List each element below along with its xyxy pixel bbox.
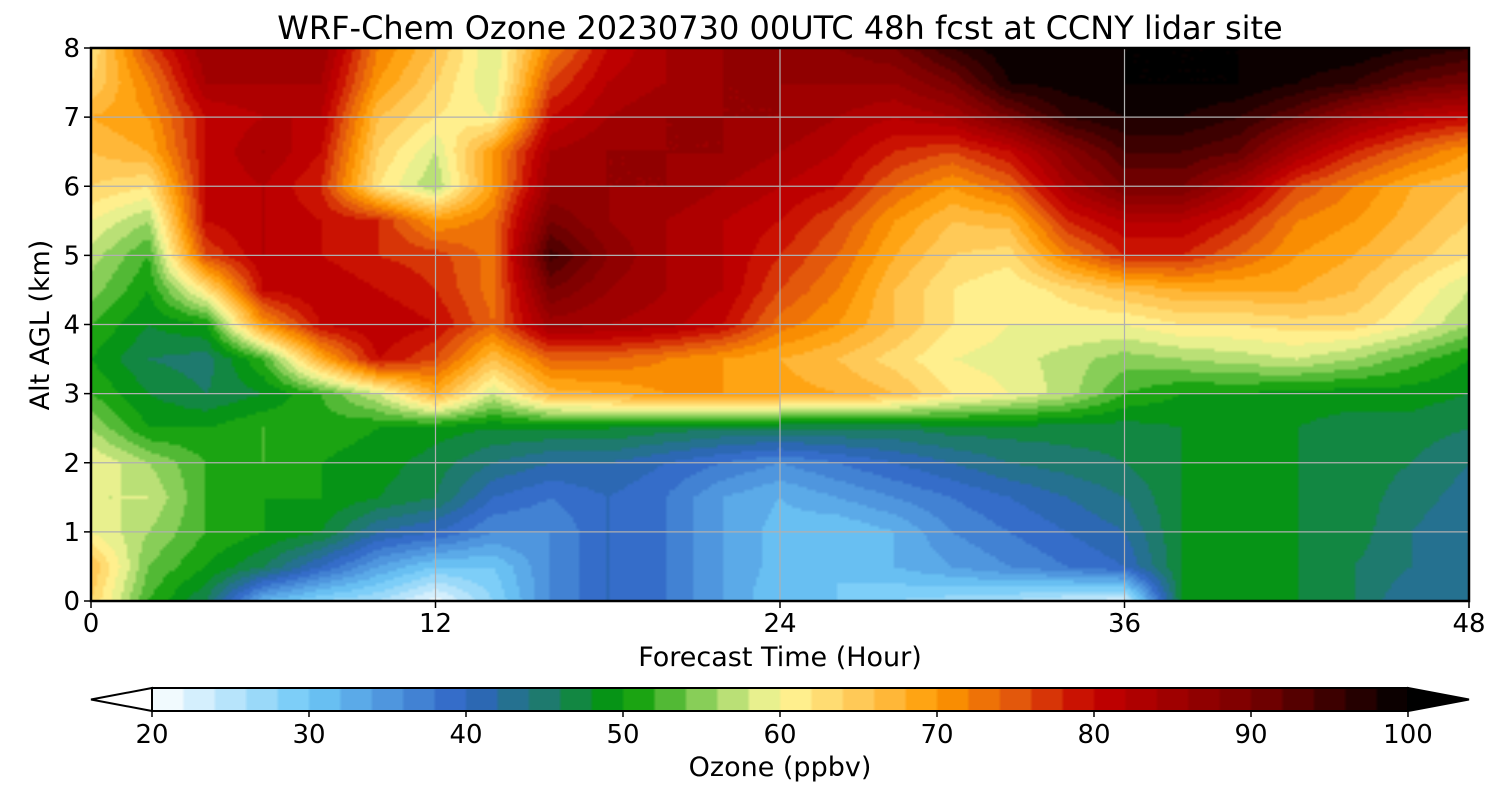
y-axis: 0 1 2 3 4 5 6 7 8 (63, 34, 91, 617)
colorbar-tick-label: 50 (606, 720, 639, 750)
y-tick-label: 8 (63, 34, 80, 64)
colorbar-label: Ozone (ppbv) (689, 752, 872, 783)
colorbar-low-extension (90, 686, 153, 713)
colorbar-gradient (152, 688, 1408, 711)
x-tick-label: 12 (419, 609, 452, 639)
x-tick-label: 0 (83, 609, 100, 639)
y-tick-label: 7 (63, 103, 80, 133)
y-tick-label: 2 (63, 449, 80, 479)
colorbar-tick-label: 70 (920, 720, 953, 750)
colorbar-high-extension (1407, 686, 1470, 713)
colorbar-tick-label: 100 (1383, 720, 1433, 750)
colorbar-tick-label: 60 (763, 720, 796, 750)
y-tick-label: 6 (63, 172, 80, 202)
colorbar-tick-label: 20 (135, 720, 168, 750)
colorbar-tick-label: 90 (1234, 720, 1267, 750)
y-tick-label: 4 (63, 311, 80, 341)
colorbar-ticks: 20 30 40 50 60 70 80 90 100 (135, 711, 1433, 750)
x-tick-label: 24 (763, 609, 796, 639)
chart-title: WRF-Chem Ozone 20230730 00UTC 48h fcst a… (277, 9, 1282, 47)
y-tick-label: 0 (63, 587, 80, 617)
colorbar-tick-label: 80 (1077, 720, 1110, 750)
x-axis-label: Forecast Time (Hour) (638, 642, 922, 673)
colorbar-tick-label: 30 (292, 720, 325, 750)
colorbar-tick-label: 40 (449, 720, 482, 750)
y-tick-label: 5 (63, 241, 80, 271)
y-axis-label: Alt AGL (km) (25, 240, 56, 411)
x-tick-label: 48 (1452, 609, 1485, 639)
x-tick-label: 36 (1108, 609, 1141, 639)
y-tick-label: 3 (63, 380, 80, 410)
x-axis: 0 12 24 36 48 (83, 601, 1486, 639)
y-tick-label: 1 (63, 518, 80, 548)
